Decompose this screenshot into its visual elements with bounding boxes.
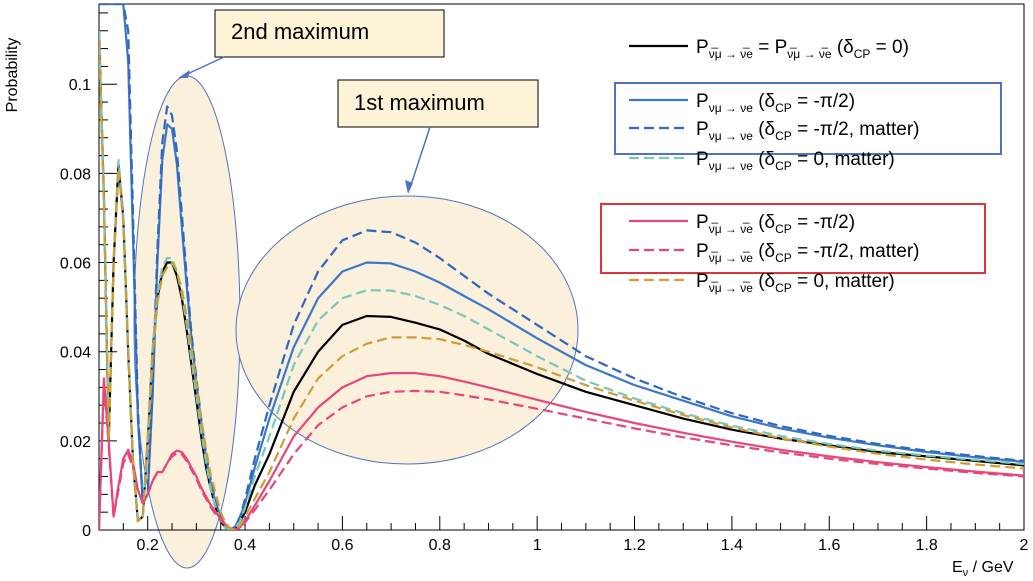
series-line-7	[99, 39, 1024, 530]
x-axis-title-main: E	[952, 559, 963, 576]
series-line-4	[99, 30, 1024, 530]
x-axis-title: Eν / GeV	[952, 559, 1014, 579]
series-line-6	[99, 381, 1024, 530]
x-axis-title-unit: / GeV	[968, 559, 1014, 576]
legend-label-1: Pν̅μ → ν̅e = Pν̅μ → ν̅e (δCP = 0)	[696, 37, 909, 61]
callout-second-maximum-box	[214, 9, 445, 58]
x-axis-title-sub: ν	[963, 567, 969, 579]
legend-label-6: Pν̅μ → ν̅e (δCP = -π/2, matter)	[696, 241, 919, 265]
callout-first-maximum-text: 1st maximum	[354, 90, 485, 115]
callout-second-maximum-arrowhead	[178, 70, 190, 78]
callout-second-maximum-text: 2nd maximum	[231, 19, 369, 44]
callout-first-maximum-box	[337, 79, 539, 128]
curves	[99, 4, 1024, 530]
x-tick-label: 0.8	[429, 537, 451, 554]
first-maximum-highlight	[235, 195, 579, 465]
x-tick-label: 0.2	[137, 537, 159, 554]
legend-label-2: Pνμ → νe (δCP = -π/2)	[696, 91, 855, 115]
series-line-3	[99, 4, 1024, 530]
x-tick-label: 1.4	[721, 537, 743, 554]
x-tick-label: 1	[533, 537, 542, 554]
y-tick-label: 0.06	[60, 256, 91, 273]
y-tick-label: 0.02	[60, 434, 91, 451]
y-tick-label: 0.04	[60, 345, 91, 362]
x-tick-label: 0.6	[331, 537, 353, 554]
y-axis-title: Probability	[4, 38, 21, 113]
y-tick-label: 0.1	[69, 77, 91, 94]
x-tick-label: 2	[1020, 537, 1029, 554]
callout-first-maximum-arrowhead	[405, 180, 413, 194]
callout-first-maximum: 1st maximum	[337, 79, 539, 194]
x-tick-labels: 0.2 0.4 0.6 0.8 1 1.2 1.4 1.6 1.8 2	[137, 537, 1029, 554]
x-tick-label: 1.8	[916, 537, 938, 554]
callout-second-maximum: 2nd maximum	[178, 9, 445, 78]
x-tick-label: 1.6	[818, 537, 840, 554]
y-tick-label: 0.08	[60, 166, 91, 183]
legend: Pν̅μ → ν̅e = Pν̅μ → ν̅e (δCP = 0) Pνμ → ν…	[629, 37, 919, 295]
x-tick-label: 1.2	[623, 537, 645, 554]
legend-label-7: Pν̅μ → ν̅e (δCP = 0, matter)	[696, 271, 895, 295]
legend-label-5: Pν̅μ → ν̅e (δCP = -π/2)	[696, 212, 855, 236]
legend-label-4: Pνμ → νe (δCP = 0, matter)	[696, 149, 895, 173]
legend-box-neutrino	[614, 82, 1002, 155]
callout-first-maximum-arrow	[409, 126, 431, 189]
y-tick-labels: 0 0.02 0.04 0.06 0.08 0.1	[60, 77, 91, 540]
y-tick-label: 0	[82, 523, 91, 540]
x-tick-label: 0.4	[234, 537, 256, 554]
legend-label-3: Pνμ → νe (δCP = -π/2, matter)	[696, 119, 919, 143]
callout-second-maximum-arrow	[182, 56, 225, 77]
legend-box-antineutrino	[600, 203, 986, 274]
